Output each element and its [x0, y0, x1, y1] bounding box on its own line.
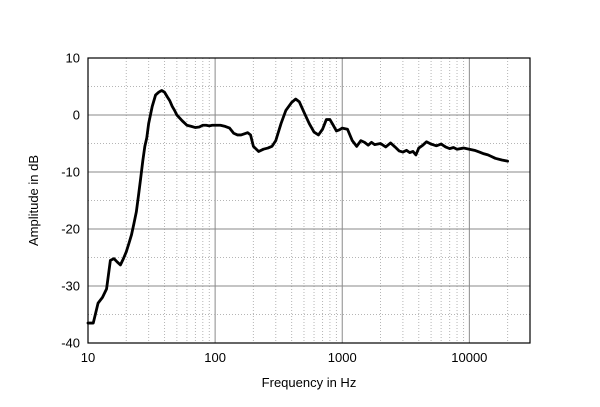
x-tick-label: 10000	[451, 350, 487, 365]
y-tick-label: 0	[73, 108, 80, 123]
y-tick-label: -10	[61, 165, 80, 180]
x-axis-label: Frequency in Hz	[262, 375, 357, 390]
y-axis-label: Amplitude in dB	[26, 155, 41, 246]
x-tick-label: 1000	[328, 350, 357, 365]
y-tick-label: 10	[66, 51, 80, 66]
x-tick-labels: 10 100 1000 10000	[81, 350, 488, 365]
y-tick-label: -30	[61, 279, 80, 294]
y-tick-label: -40	[61, 336, 80, 351]
x-tick-label: 100	[204, 350, 226, 365]
plot-frame	[87, 57, 531, 344]
y-tick-label: -20	[61, 222, 80, 237]
response-curve	[86, 89, 510, 325]
y-tick-labels: 10 0 -10 -20 -30 -40	[61, 51, 80, 351]
x-tick-label: 10	[81, 350, 95, 365]
